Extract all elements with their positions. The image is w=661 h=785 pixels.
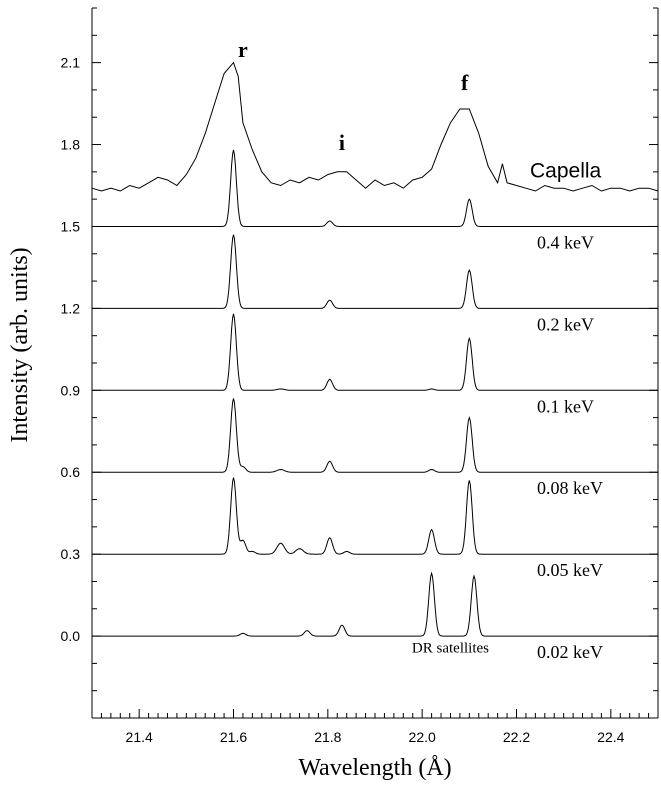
series-labels: Capella 0.4 keV 0.2 keV 0.1 keV 0.08 keV 0.05… xyxy=(530,159,603,662)
x-tick-labels: 21.4 21.6 21.8 22.0 22.2 22.4 xyxy=(126,729,625,745)
y-tick-label: 0.6 xyxy=(61,464,81,480)
y-tick-labels: 0.0 0.3 0.6 0.9 1.2 1.5 1.8 2.1 xyxy=(61,55,81,644)
series-label: 0.08 keV xyxy=(537,478,603,498)
plot-frame xyxy=(91,8,659,719)
peak-annotations: r i f DR satellites xyxy=(238,37,489,656)
series-label-capella: Capella xyxy=(530,159,602,182)
dr-satellites-label: DR satellites xyxy=(412,640,489,656)
y-tick-label: 0.3 xyxy=(61,546,81,562)
series-label: 0.02 keV xyxy=(537,642,603,662)
y-tick-label: 1.2 xyxy=(61,300,81,316)
series-lines xyxy=(91,61,659,637)
y-tick-label: 0.9 xyxy=(61,382,81,398)
series-label: 0.1 keV xyxy=(537,396,594,416)
series-label: 0.2 keV xyxy=(537,314,594,334)
x-tick-label: 21.6 xyxy=(220,729,247,745)
series-label: 0.05 keV xyxy=(537,560,603,580)
y-axis-label: Intensity (arb. units) xyxy=(7,247,33,442)
x-tick-label: 21.8 xyxy=(314,729,341,745)
y-tick-label: 1.5 xyxy=(61,218,81,234)
series-line xyxy=(92,313,658,391)
series-label: 0.4 keV xyxy=(537,232,594,252)
peak-label: i xyxy=(339,130,345,155)
x-tick-label: 22.4 xyxy=(597,729,624,745)
y-tick-label: 1.8 xyxy=(61,137,81,153)
x-tick-label: 22.2 xyxy=(503,729,530,745)
series-line xyxy=(92,398,658,473)
series-line xyxy=(92,571,658,637)
axis-ticks xyxy=(91,7,659,719)
series-line xyxy=(92,477,658,555)
x-axis-label: Wavelength (Å) xyxy=(298,755,451,781)
y-tick-label: 0.0 xyxy=(61,628,81,644)
x-tick-label: 21.4 xyxy=(126,729,153,745)
y-tick-label: 2.1 xyxy=(61,55,81,71)
series-line-capella xyxy=(91,61,659,192)
x-tick-label: 22.0 xyxy=(409,729,436,745)
peak-label: f xyxy=(461,70,469,95)
series-line xyxy=(92,149,658,227)
series-line xyxy=(92,234,658,309)
peak-label: r xyxy=(238,37,248,62)
